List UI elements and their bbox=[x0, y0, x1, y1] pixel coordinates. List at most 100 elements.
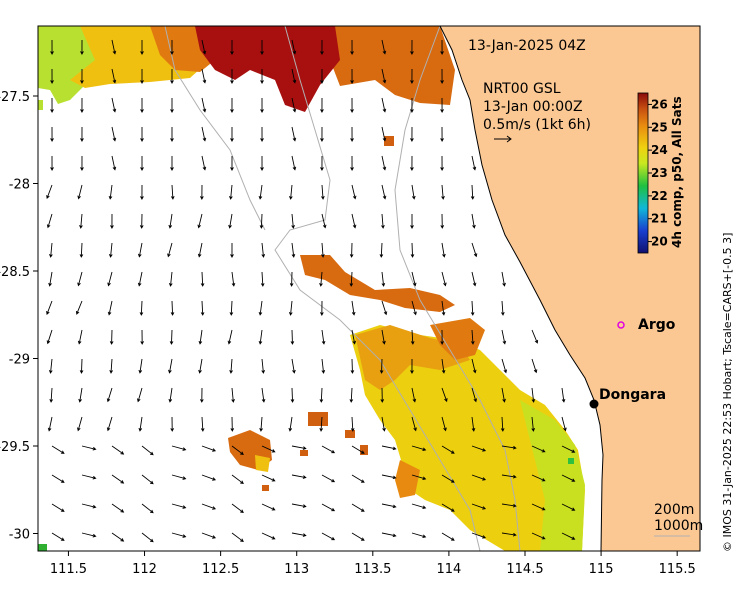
current-arrow bbox=[501, 358, 508, 374]
place-dongara: Dongara bbox=[599, 387, 666, 403]
current-arrow bbox=[78, 387, 83, 403]
current-arrow bbox=[320, 39, 324, 55]
current-arrow bbox=[140, 184, 144, 200]
current-arrow bbox=[381, 184, 387, 200]
current-arrow bbox=[350, 97, 354, 113]
current-arrow bbox=[441, 387, 448, 403]
current-arrow bbox=[441, 445, 455, 454]
isobath-1000m bbox=[274, 26, 481, 551]
current-arrow bbox=[231, 474, 244, 485]
colorbar bbox=[637, 92, 649, 254]
current-arrow bbox=[379, 358, 384, 374]
current-arrow bbox=[321, 445, 336, 454]
current-arrow bbox=[137, 271, 143, 287]
current-arrow bbox=[261, 445, 276, 453]
y-tick-label: -29.5 bbox=[0, 440, 30, 455]
current-arrow bbox=[228, 213, 233, 229]
x-tick-label: 111.5 bbox=[50, 562, 87, 577]
current-arrow bbox=[260, 271, 265, 287]
current-arrow bbox=[471, 213, 476, 229]
current-arrow bbox=[441, 358, 446, 374]
sst-pixel-4 bbox=[300, 450, 308, 456]
current-arrow bbox=[321, 503, 336, 512]
x-axis: 111.5 112 112.5 113 113.5 114 114.5 115 115.5 bbox=[50, 551, 696, 577]
x-tick-label: 115.5 bbox=[659, 562, 696, 577]
current-arrow bbox=[291, 503, 307, 508]
current-arrow bbox=[261, 503, 276, 511]
current-arrow bbox=[200, 300, 205, 316]
current-arrow bbox=[531, 474, 546, 482]
current-arrow bbox=[201, 445, 217, 452]
current-arrow bbox=[200, 184, 204, 200]
colorbar-label: 4h comp, p50, All Sats bbox=[670, 96, 684, 248]
current-arrow bbox=[230, 39, 234, 55]
current-arrow bbox=[471, 474, 487, 481]
current-arrow bbox=[170, 184, 175, 200]
current-arrow bbox=[81, 503, 97, 509]
current-arrow bbox=[381, 474, 397, 480]
current-arrow bbox=[411, 271, 417, 287]
current-arrow bbox=[320, 155, 324, 171]
sst-pixel-8 bbox=[384, 136, 394, 146]
current-arrow bbox=[351, 503, 365, 512]
colorbar-tick-label: 25 bbox=[651, 120, 668, 134]
current-arrow bbox=[47, 416, 53, 432]
y-tick-label: -28.5 bbox=[0, 265, 30, 280]
current-arrow bbox=[137, 242, 143, 258]
current-arrow bbox=[109, 329, 114, 345]
current-arrow bbox=[290, 387, 295, 403]
x-tick-label: 114 bbox=[436, 562, 461, 577]
current-arrow bbox=[229, 300, 234, 316]
current-arrow bbox=[48, 271, 53, 287]
current-arrow bbox=[231, 271, 236, 287]
current-arrow bbox=[379, 242, 384, 258]
current-arrow bbox=[441, 242, 446, 258]
colorbar-ticks: 26 25 24 23 22 21 20 bbox=[648, 97, 668, 249]
current-arrow bbox=[531, 416, 536, 432]
sst-patch-south-yellow bbox=[350, 325, 585, 551]
current-arrow bbox=[50, 39, 54, 55]
current-arrow bbox=[141, 532, 154, 543]
current-arrow bbox=[501, 329, 507, 345]
current-arrow bbox=[411, 503, 427, 510]
current-arrow bbox=[531, 329, 539, 344]
current-arrow bbox=[261, 474, 276, 482]
current-arrow bbox=[260, 126, 264, 142]
current-arrows bbox=[46, 39, 576, 543]
current-arrow bbox=[410, 97, 414, 113]
current-arrow bbox=[289, 271, 294, 287]
current-arrow bbox=[561, 445, 576, 453]
current-arrow bbox=[46, 184, 53, 199]
current-arrow bbox=[46, 213, 53, 229]
current-arrow bbox=[261, 242, 266, 258]
current-arrow bbox=[201, 503, 217, 510]
current-arrow bbox=[288, 300, 293, 316]
current-arrow bbox=[410, 213, 414, 229]
current-arrow bbox=[289, 184, 293, 200]
current-arrow bbox=[258, 300, 263, 316]
current-arrow bbox=[111, 97, 117, 113]
current-arrow bbox=[111, 126, 117, 142]
x-tick-label: 112 bbox=[132, 562, 157, 577]
current-arrow bbox=[351, 213, 357, 229]
current-arrow bbox=[111, 39, 117, 55]
current-arrow bbox=[140, 68, 144, 84]
current-arrow bbox=[111, 503, 125, 513]
argo-marker bbox=[617, 321, 625, 329]
current-arrow bbox=[230, 416, 235, 432]
current-arrow bbox=[168, 271, 173, 287]
current-arrow bbox=[471, 358, 477, 374]
current-arrow bbox=[80, 126, 84, 142]
current-arrow bbox=[140, 155, 144, 171]
current-arrow bbox=[197, 213, 203, 229]
current-scale-label: 0.5m/s (1kt 6h) bbox=[483, 117, 591, 133]
current-arrow bbox=[531, 358, 538, 374]
current-arrow bbox=[349, 242, 354, 258]
sst-pixel-1 bbox=[308, 412, 328, 426]
current-arrow bbox=[230, 97, 234, 113]
current-arrow bbox=[470, 300, 475, 316]
current-arrow bbox=[440, 213, 445, 229]
current-arrow bbox=[260, 68, 264, 84]
current-arrow bbox=[411, 300, 417, 316]
y-tick-label: -29 bbox=[9, 353, 30, 368]
